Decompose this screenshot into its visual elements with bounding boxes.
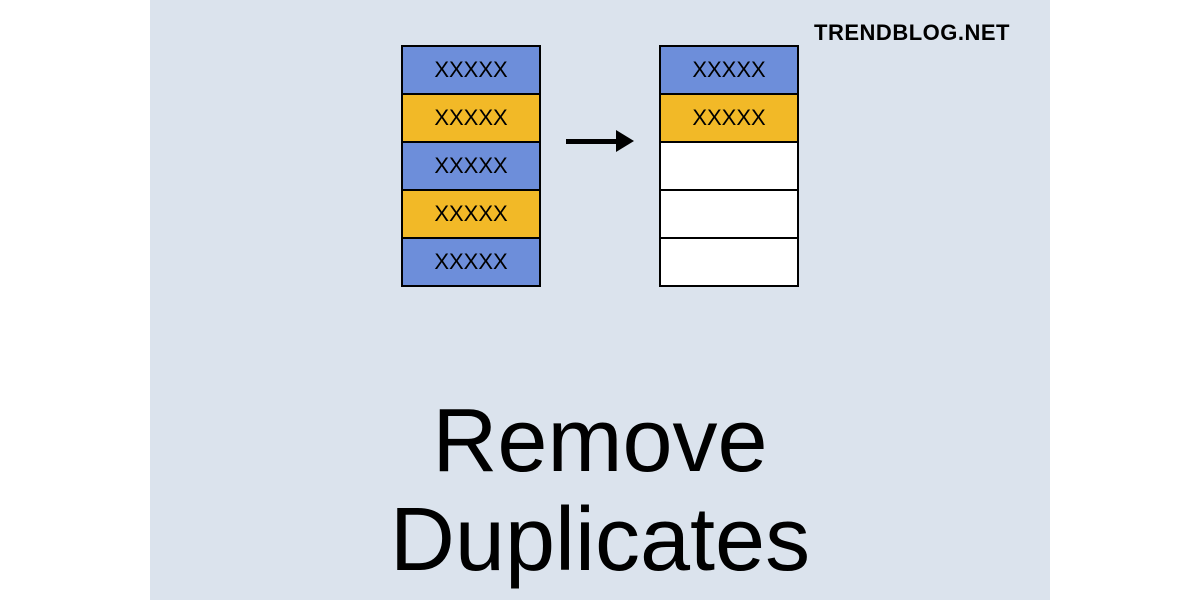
result-cell-4 bbox=[659, 237, 799, 287]
source-cell-2: XXXXX bbox=[401, 141, 541, 191]
source-cell-0: XXXXX bbox=[401, 45, 541, 95]
watermark-text: TRENDBLOG.NET bbox=[814, 20, 1010, 46]
arrow-line bbox=[566, 139, 616, 144]
result-cell-2 bbox=[659, 141, 799, 191]
result-cell-1: XXXXX bbox=[659, 93, 799, 143]
source-column: XXXXX XXXXX XXXXX XXXXX XXXXX bbox=[401, 45, 541, 287]
main-title: Remove Duplicates bbox=[390, 392, 810, 590]
result-cell-3 bbox=[659, 189, 799, 239]
arrow-icon bbox=[566, 130, 634, 152]
arrow-head bbox=[616, 130, 634, 152]
source-cell-4: XXXXX bbox=[401, 237, 541, 287]
source-cell-3: XXXXX bbox=[401, 189, 541, 239]
title-line-1: Remove bbox=[390, 392, 810, 491]
result-cell-0: XXXXX bbox=[659, 45, 799, 95]
result-column: XXXXX XXXXX bbox=[659, 45, 799, 287]
duplicate-diagram: XXXXX XXXXX XXXXX XXXXX XXXXX XXXXX XXXX… bbox=[401, 45, 799, 287]
main-panel: TRENDBLOG.NET XXXXX XXXXX XXXXX XXXXX XX… bbox=[150, 0, 1050, 600]
source-cell-1: XXXXX bbox=[401, 93, 541, 143]
title-line-2: Duplicates bbox=[390, 491, 810, 590]
